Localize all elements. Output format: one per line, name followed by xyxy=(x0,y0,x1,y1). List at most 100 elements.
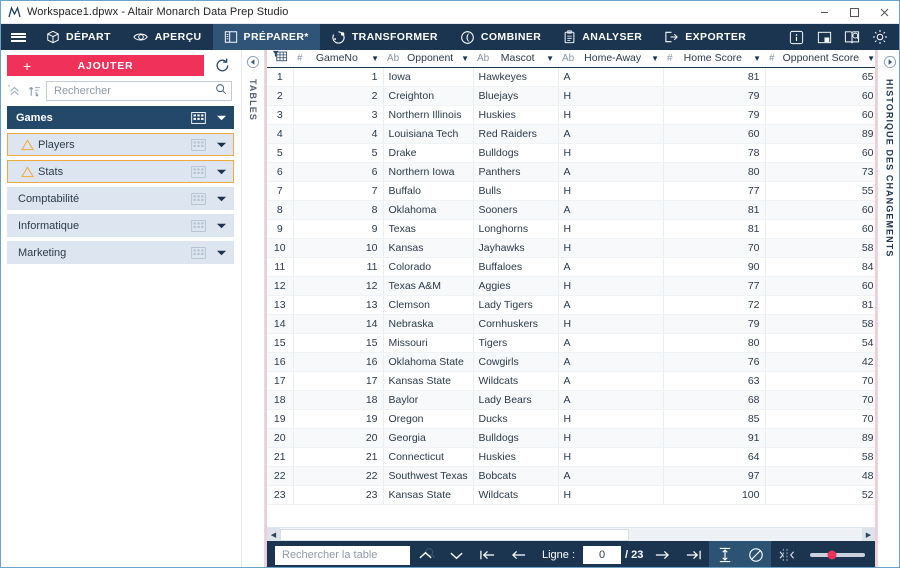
close-button[interactable] xyxy=(869,1,899,23)
grid-icon[interactable] xyxy=(187,246,209,259)
table-row[interactable]: 21 21 Connecticut Huskies H 64 58 xyxy=(267,447,875,467)
table-row[interactable]: 10 10 Kansas Jayhawks H 70 58 xyxy=(267,238,875,258)
column-header-opponent[interactable]: Ab Opponent ▼ xyxy=(383,50,473,68)
cell-home-score[interactable]: 80 xyxy=(663,333,766,353)
cell-home-away[interactable]: A xyxy=(558,371,664,391)
row-number-cell[interactable]: 6 xyxy=(267,162,294,182)
row-number-cell[interactable]: 3 xyxy=(267,105,294,125)
cell-mascot[interactable]: Buffaloes xyxy=(473,257,559,277)
row-number-cell[interactable]: 12 xyxy=(267,276,294,296)
row-number-cell[interactable]: 23 xyxy=(267,485,294,505)
cell-opponent[interactable]: Oklahoma State xyxy=(383,352,474,372)
refresh-icon[interactable] xyxy=(210,55,234,76)
row-number-cell[interactable]: 9 xyxy=(267,219,294,239)
cell-home-score[interactable]: 90 xyxy=(663,257,766,277)
table-row[interactable]: 23 23 Kansas State Wildcats H 100 52 xyxy=(267,485,875,505)
cell-opponent-score[interactable]: 58 xyxy=(765,314,875,334)
grid-icon[interactable] xyxy=(187,138,209,151)
row-number-cell[interactable]: 15 xyxy=(267,333,294,353)
row-number-cell[interactable]: 10 xyxy=(267,238,294,258)
cell-gameno[interactable]: 4 xyxy=(293,124,384,144)
nav-tab-preparer[interactable]: PRÉPARER* xyxy=(212,24,320,50)
row-number-input[interactable]: 0 xyxy=(583,546,622,564)
table-row[interactable]: 7 7 Buffalo Bulls H 77 55 xyxy=(267,181,875,201)
cell-home-away[interactable]: A xyxy=(558,200,664,220)
cell-mascot[interactable]: Wildcats xyxy=(473,371,559,391)
cell-home-score[interactable]: 72 xyxy=(663,295,766,315)
cell-home-score[interactable]: 97 xyxy=(663,466,766,486)
row-number-cell[interactable]: 5 xyxy=(267,143,294,163)
nav-tab-combiner[interactable]: COMBINER xyxy=(449,24,552,50)
table-row[interactable]: 17 17 Kansas State Wildcats A 63 70 xyxy=(267,371,875,391)
cell-gameno[interactable]: 3 xyxy=(293,105,384,125)
nav-tab-analyser[interactable]: ANALYSER xyxy=(552,24,653,50)
cell-gameno[interactable]: 17 xyxy=(293,371,384,391)
cell-mascot[interactable]: Cornhuskers xyxy=(473,314,559,334)
cell-opponent-score[interactable]: 60 xyxy=(765,143,875,163)
tables-search-input[interactable] xyxy=(54,85,215,97)
cell-opponent[interactable]: Creighton xyxy=(383,86,474,106)
row-number-cell[interactable]: 4 xyxy=(267,124,294,144)
cell-mascot[interactable]: Bobcats xyxy=(473,466,559,486)
cell-opponent-score[interactable]: 60 xyxy=(765,105,875,125)
collapse-all-icon[interactable] xyxy=(6,82,23,100)
cell-mascot[interactable]: Lady Bears xyxy=(473,390,559,410)
cell-opponent-score[interactable]: 58 xyxy=(765,447,875,467)
cell-mascot[interactable]: Panthers xyxy=(473,162,559,182)
table-row[interactable]: 4 4 Louisiana Tech Red Raiders A 60 89 xyxy=(267,124,875,144)
table-row[interactable]: 2 2 Creighton Bluejays H 79 60 xyxy=(267,86,875,106)
table-row[interactable]: 12 12 Texas A&M Aggies H 77 60 xyxy=(267,276,875,296)
cell-opponent-score[interactable]: 60 xyxy=(765,200,875,220)
row-number-cell[interactable]: 13 xyxy=(267,295,294,315)
minimize-button[interactable] xyxy=(809,1,839,23)
zoom-slider-thumb[interactable] xyxy=(827,550,837,560)
cell-gameno[interactable]: 7 xyxy=(293,181,384,201)
cell-gameno[interactable]: 14 xyxy=(293,314,384,334)
data-grid-scroll[interactable]: # GameNo ▼ Ab Opponent ▼ xyxy=(267,50,875,527)
cell-opponent[interactable]: Kansas xyxy=(383,238,474,258)
cell-home-away[interactable]: H xyxy=(558,181,664,201)
nav-tab-exporter[interactable]: EXPORTER xyxy=(653,24,757,50)
grid-icon[interactable] xyxy=(187,111,209,124)
cell-opponent-score[interactable]: 60 xyxy=(765,276,875,296)
cell-opponent-score[interactable]: 54 xyxy=(765,333,875,353)
cell-mascot[interactable]: Lady Tigers xyxy=(473,295,559,315)
chevron-down-icon[interactable] xyxy=(209,114,233,122)
cell-home-away[interactable]: H xyxy=(558,428,664,448)
table-row[interactable]: 8 8 Oklahoma Sooners A 81 60 xyxy=(267,200,875,220)
cell-gameno[interactable]: 22 xyxy=(293,466,384,486)
cell-opponent[interactable]: Kansas State xyxy=(383,485,474,505)
chevron-down-icon[interactable] xyxy=(209,168,233,176)
row-number-cell[interactable]: 1 xyxy=(267,67,294,87)
cell-home-away[interactable]: H xyxy=(558,447,664,467)
table-row[interactable]: 11 11 Colorado Buffaloes A 90 84 xyxy=(267,257,875,277)
cell-home-score[interactable]: 77 xyxy=(663,181,766,201)
chevron-down-icon[interactable] xyxy=(209,141,233,149)
cell-home-away[interactable]: H xyxy=(558,276,664,296)
zoom-slider[interactable] xyxy=(802,550,875,560)
grid-corner-cell[interactable] xyxy=(267,50,293,68)
chevron-down-icon[interactable]: ▼ xyxy=(753,53,761,63)
horizontal-scroll-track[interactable] xyxy=(280,528,862,541)
chevron-down-icon[interactable]: ▼ xyxy=(546,53,554,63)
table-item-games[interactable]: Games xyxy=(7,106,234,129)
cell-home-away[interactable]: A xyxy=(558,257,664,277)
cell-home-score[interactable]: 79 xyxy=(663,86,766,106)
cell-gameno[interactable]: 18 xyxy=(293,390,384,410)
fit-height-button[interactable] xyxy=(709,541,741,567)
grid-icon[interactable] xyxy=(187,219,209,232)
cell-opponent[interactable]: Kansas State xyxy=(383,371,474,391)
row-number-cell[interactable]: 20 xyxy=(267,428,294,448)
cell-gameno[interactable]: 20 xyxy=(293,428,384,448)
cell-home-score[interactable]: 79 xyxy=(663,105,766,125)
cell-home-score[interactable]: 63 xyxy=(663,371,766,391)
cell-opponent-score[interactable]: 89 xyxy=(765,124,875,144)
cell-home-away[interactable]: H xyxy=(558,314,664,334)
cell-home-score[interactable]: 81 xyxy=(663,67,766,87)
menu-icon[interactable] xyxy=(1,24,35,50)
previous-record-button[interactable] xyxy=(503,541,534,567)
cell-opponent-score[interactable]: 81 xyxy=(765,295,875,315)
table-row[interactable]: 13 13 Clemson Lady Tigers A 72 81 xyxy=(267,295,875,315)
cell-gameno[interactable]: 6 xyxy=(293,162,384,182)
cell-opponent[interactable]: Clemson xyxy=(383,295,474,315)
